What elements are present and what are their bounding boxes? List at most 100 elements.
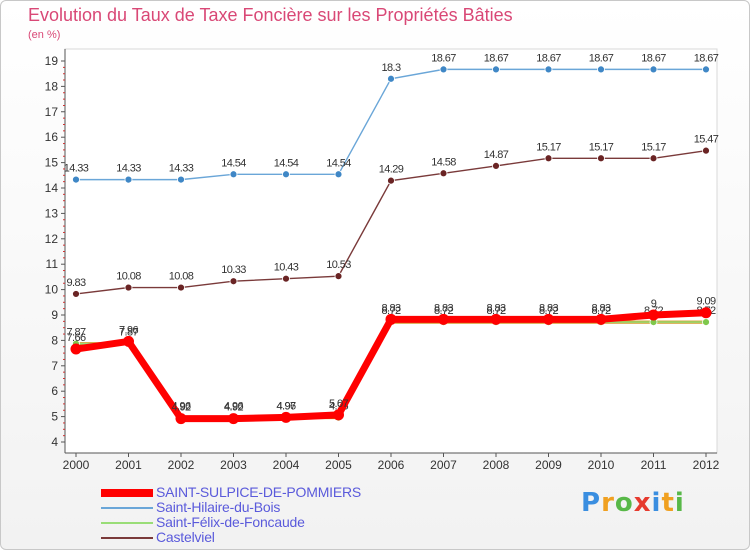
- y-tick-label: 17: [45, 105, 59, 119]
- data-label-saint-sulpice-de-pommiers: 7.96: [119, 324, 138, 336]
- series-point-saint-sulpice-de-pommiers: [70, 343, 82, 355]
- data-label-saint-sulpice-de-pommiers: 8.83: [591, 302, 610, 314]
- data-label-saint-hilaire-du-bois: 14.33: [169, 163, 194, 175]
- y-tick-label: 12: [45, 232, 59, 246]
- series-point-castelviel: [282, 274, 290, 283]
- legend-swatch: [101, 507, 153, 509]
- series-point-saint-hilaire-du-bois: [334, 170, 343, 179]
- chart-title: Evolution du Taux de Taxe Foncière sur l…: [28, 5, 513, 25]
- legend-swatch: [101, 489, 153, 497]
- logo-letter: i: [651, 488, 662, 518]
- data-label-saint-sulpice-de-pommiers: 8.83: [434, 302, 453, 314]
- data-label-saint-f-lix-de-foncaude: 8.72: [486, 305, 505, 317]
- y-tick-label: 6: [51, 384, 58, 398]
- data-label-saint-sulpice-de-pommiers: 8.83: [486, 302, 505, 314]
- data-label-saint-hilaire-du-bois: 18.67: [431, 52, 456, 64]
- x-tick-label: 2004: [273, 458, 300, 472]
- data-label-castelviel: 14.29: [379, 164, 404, 176]
- series-point-saint-hilaire-du-bois: [544, 65, 553, 74]
- series-point-saint-f-lix-de-foncaude: [702, 318, 710, 327]
- series-point-saint-sulpice-de-pommiers: [438, 313, 449, 325]
- series-point-saint-hilaire-du-bois: [492, 65, 500, 74]
- series-point-castelviel: [334, 272, 343, 281]
- series-point-saint-sulpice-de-pommiers: [280, 411, 292, 423]
- series-point-saint-sulpice-de-pommiers: [333, 409, 344, 421]
- series-point-saint-hilaire-du-bois: [387, 74, 395, 83]
- y-tick-label: 19: [45, 54, 59, 68]
- series-point-castelviel: [492, 162, 500, 170]
- series-point-saint-sulpice-de-pommiers: [543, 313, 554, 325]
- legend-label: SAINT-SULPICE-DE-POMMIERS: [156, 484, 362, 500]
- legend-label: Saint-Félix-de-Foncaude: [156, 514, 305, 530]
- series-point-saint-hilaire-du-bois: [229, 170, 238, 179]
- y-tick-label: 15: [45, 156, 59, 170]
- data-label-castelviel: 10.33: [221, 264, 246, 276]
- series-point-saint-hilaire-du-bois: [439, 65, 448, 74]
- data-label-saint-hilaire-du-bois: 14.54: [274, 157, 299, 169]
- proxiti-logo: Proxiti: [581, 488, 685, 518]
- data-label-saint-f-lix-de-foncaude: 7.87: [66, 327, 85, 339]
- x-tick-label: 2012: [693, 458, 720, 472]
- data-label-castelviel: 14.58: [431, 156, 456, 168]
- legend-swatch: [101, 522, 153, 524]
- series-point-castelviel: [544, 154, 553, 163]
- data-label-castelviel: 10.08: [116, 271, 141, 283]
- data-label-castelviel: 10.53: [326, 259, 351, 271]
- logo-letter: P: [581, 488, 602, 518]
- data-label-saint-f-lix-de-foncaude: 4.96: [276, 401, 295, 413]
- series-point-saint-hilaire-du-bois: [649, 65, 658, 74]
- y-tick-label: 5: [51, 410, 58, 424]
- series-point-saint-hilaire-du-bois: [597, 65, 605, 74]
- series-point-castelviel: [229, 277, 238, 286]
- data-label-saint-sulpice-de-pommiers: 8.83: [539, 302, 558, 314]
- data-label-saint-sulpice-de-pommiers: 5.07: [329, 398, 348, 410]
- y-tick-label: 8: [51, 333, 58, 347]
- y-tick-label: 14: [45, 181, 59, 195]
- data-label-saint-sulpice-de-pommiers: 4.92: [171, 402, 190, 414]
- series-point-castelviel: [72, 290, 80, 298]
- y-tick-label: 4: [51, 435, 58, 449]
- data-label-castelviel: 9.83: [66, 277, 85, 289]
- series-point-saint-sulpice-de-pommiers: [385, 313, 397, 325]
- y-tick-label: 7: [51, 359, 58, 373]
- legend-label: Castelviel: [156, 529, 215, 545]
- data-label-saint-hilaire-du-bois: 14.33: [64, 163, 89, 175]
- x-tick-label: 2008: [483, 458, 510, 472]
- x-tick-label: 2010: [588, 458, 615, 472]
- data-label-saint-sulpice-de-pommiers: 4.92: [224, 402, 243, 414]
- y-tick-label: 9: [51, 308, 58, 322]
- x-tick-label: 2002: [168, 458, 195, 472]
- x-tick-label: 2005: [325, 458, 352, 472]
- data-label-saint-f-lix-de-foncaude: 8.72: [539, 305, 558, 317]
- data-label-saint-hilaire-du-bois: 18.3: [381, 62, 400, 74]
- legend-label: Saint-Hilaire-du-Bois: [156, 499, 281, 515]
- data-label-saint-f-lix-de-foncaude: 7.87: [119, 327, 138, 339]
- data-label-saint-hilaire-du-bois: 14.54: [221, 157, 246, 169]
- logo-letter: x: [633, 488, 652, 518]
- data-label-saint-sulpice-de-pommiers: 9.09: [696, 296, 715, 308]
- data-label-saint-sulpice-de-pommiers: 9: [651, 298, 657, 310]
- series-point-castelviel: [597, 154, 605, 163]
- series-point-saint-sulpice-de-pommiers: [228, 413, 239, 425]
- series-point-castelviel: [387, 176, 395, 185]
- x-tick-label: 2001: [115, 458, 142, 472]
- x-tick-label: 2003: [220, 458, 247, 472]
- series-point-saint-hilaire-du-bois: [124, 175, 133, 184]
- y-tick-label: 10: [45, 283, 59, 297]
- series-point-saint-hilaire-du-bois: [177, 175, 185, 184]
- y-tick-label: 16: [45, 130, 59, 144]
- data-label-saint-hilaire-du-bois: 18.67: [641, 52, 666, 64]
- data-label-saint-hilaire-du-bois: 18.67: [694, 52, 719, 64]
- data-label-castelviel: 15.17: [536, 141, 561, 153]
- data-label-saint-sulpice-de-pommiers: 8.83: [381, 302, 400, 314]
- series-point-saint-sulpice-de-pommiers: [595, 313, 607, 325]
- series-point-castelviel: [177, 283, 185, 292]
- series-point-castelviel: [702, 146, 710, 155]
- data-label-castelviel: 10.43: [274, 262, 299, 274]
- logo-letter: t: [661, 488, 675, 518]
- data-label-saint-f-lix-de-foncaude: 8.72: [381, 305, 400, 317]
- series-point-castelviel: [649, 154, 658, 163]
- series-point-saint-hilaire-du-bois: [72, 175, 80, 184]
- data-label-castelviel: 14.87: [484, 149, 509, 161]
